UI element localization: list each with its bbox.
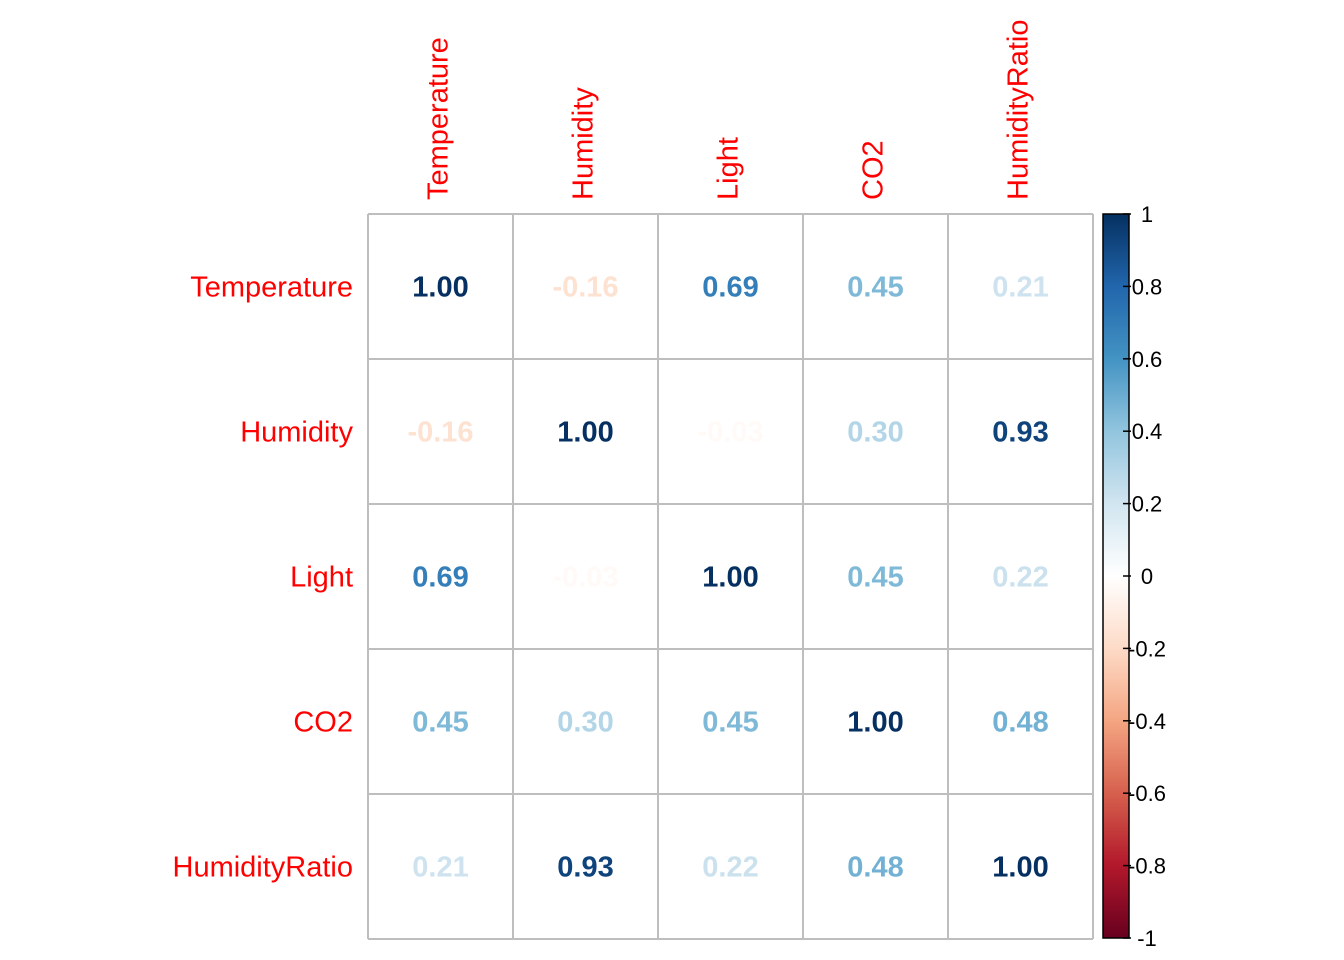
column-label: Humidity bbox=[568, 87, 600, 200]
cell-value: 0.69 bbox=[702, 272, 758, 304]
colorbar-tick-label: 1 bbox=[1141, 202, 1153, 227]
colorbar-tick-label: -1 bbox=[1137, 926, 1157, 951]
colorbar-tick-label: -0.6 bbox=[1128, 781, 1166, 806]
row-label: HumidityRatio bbox=[173, 852, 354, 884]
colorbar-tick-label: 0 bbox=[1141, 564, 1153, 589]
column-label: CO2 bbox=[858, 140, 890, 200]
colorbar-tick-label: 0.6 bbox=[1132, 347, 1163, 372]
colorbar-legend: 1 0.8 0.6 0.4 0.2 0 -0.2 -0.4 -0.6 -0.8 -1 bbox=[1102, 202, 1166, 951]
cell-value: 0.45 bbox=[412, 707, 468, 739]
cell-value: 0.22 bbox=[992, 562, 1048, 594]
row-label: Humidity bbox=[240, 417, 353, 449]
row-label: Light bbox=[290, 562, 353, 594]
cell-value: 0.48 bbox=[992, 707, 1048, 739]
cell-value: 1.00 bbox=[412, 272, 468, 304]
column-label: Temperature bbox=[423, 37, 455, 200]
cell-value: 1.00 bbox=[702, 562, 758, 594]
column-label: Light bbox=[713, 137, 745, 200]
cell-value: 0.21 bbox=[412, 852, 468, 884]
cell-value: 0.45 bbox=[702, 707, 758, 739]
cell-value: 0.30 bbox=[847, 417, 903, 449]
cell-value: 0.45 bbox=[847, 272, 903, 304]
colorbar-tick-label: -0.2 bbox=[1128, 636, 1166, 661]
cell-value: 1.00 bbox=[847, 707, 903, 739]
matrix-grid bbox=[367, 213, 1094, 940]
colorbar-ticks: 1 0.8 0.6 0.4 0.2 0 -0.2 -0.4 -0.6 -0.8 -1 bbox=[1123, 202, 1166, 951]
colorbar-tick-label: -0.4 bbox=[1128, 709, 1166, 734]
cell-value: 0.93 bbox=[992, 417, 1048, 449]
cell-value: 0.21 bbox=[992, 272, 1048, 304]
cell-value: 0.30 bbox=[557, 707, 613, 739]
row-label: Temperature bbox=[190, 272, 353, 304]
colorbar-tick-label: 0.4 bbox=[1132, 419, 1163, 444]
cell-value: 0.22 bbox=[702, 852, 758, 884]
correlation-values: 1.00 -0.16 0.69 0.45 0.21 -0.16 1.00 -0.03 0.30 0… bbox=[407, 272, 1048, 884]
cell-value: 0.93 bbox=[557, 852, 613, 884]
colorbar-tick-label: -0.8 bbox=[1128, 854, 1166, 879]
column-label: HumidityRatio bbox=[1003, 20, 1035, 201]
row-label: CO2 bbox=[293, 707, 353, 739]
column-labels: Temperature Humidity Light CO2 HumidityRatio bbox=[423, 20, 1035, 201]
colorbar-tick-label: 0.8 bbox=[1132, 274, 1163, 299]
cell-value: 0.48 bbox=[847, 852, 903, 884]
cell-value: 0.69 bbox=[412, 562, 468, 594]
cell-value: 1.00 bbox=[557, 417, 613, 449]
colorbar-tick-label: 0.2 bbox=[1132, 492, 1163, 517]
row-labels: Temperature Humidity Light CO2 HumidityRatio bbox=[173, 272, 354, 884]
cell-value: -0.16 bbox=[407, 417, 473, 449]
cell-value: 0.45 bbox=[847, 562, 903, 594]
cell-value: -0.03 bbox=[552, 562, 618, 594]
cell-value: -0.16 bbox=[552, 272, 618, 304]
cell-value: -0.03 bbox=[697, 417, 763, 449]
cell-value: 1.00 bbox=[992, 852, 1048, 884]
